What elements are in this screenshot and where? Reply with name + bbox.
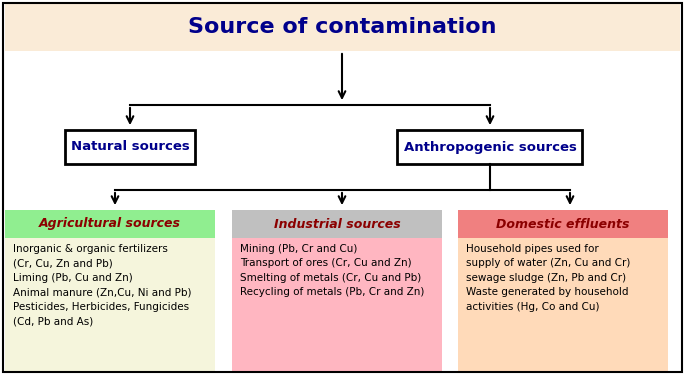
Bar — [232, 238, 442, 373]
Bar — [232, 210, 442, 238]
Text: Source of contamination: Source of contamination — [188, 17, 496, 37]
Text: Agricultural sources: Agricultural sources — [39, 217, 181, 231]
Text: Mining (Pb, Cr and Cu)
Transport of ores (Cr, Cu and Zn)
Smelting of metals (Cr,: Mining (Pb, Cr and Cu) Transport of ores… — [240, 244, 425, 297]
Bar — [458, 210, 668, 238]
Bar — [5, 3, 680, 51]
Text: Household pipes used for
supply of water (Zn, Cu and Cr)
sewage sludge (Zn, Pb a: Household pipes used for supply of water… — [466, 244, 630, 312]
Text: Natural sources: Natural sources — [71, 141, 189, 153]
Bar — [458, 238, 668, 373]
Bar — [5, 238, 215, 373]
Text: Industrial sources: Industrial sources — [273, 217, 400, 231]
Bar — [5, 210, 215, 238]
Bar — [65, 130, 195, 164]
Text: Anthropogenic sources: Anthropogenic sources — [403, 141, 577, 153]
Text: Inorganic & organic fertilizers
(Cr, Cu, Zn and Pb)
Liming (Pb, Cu and Zn)
Anima: Inorganic & organic fertilizers (Cr, Cu,… — [13, 244, 192, 326]
Text: Domestic effluents: Domestic effluents — [496, 217, 630, 231]
Bar — [397, 130, 582, 164]
